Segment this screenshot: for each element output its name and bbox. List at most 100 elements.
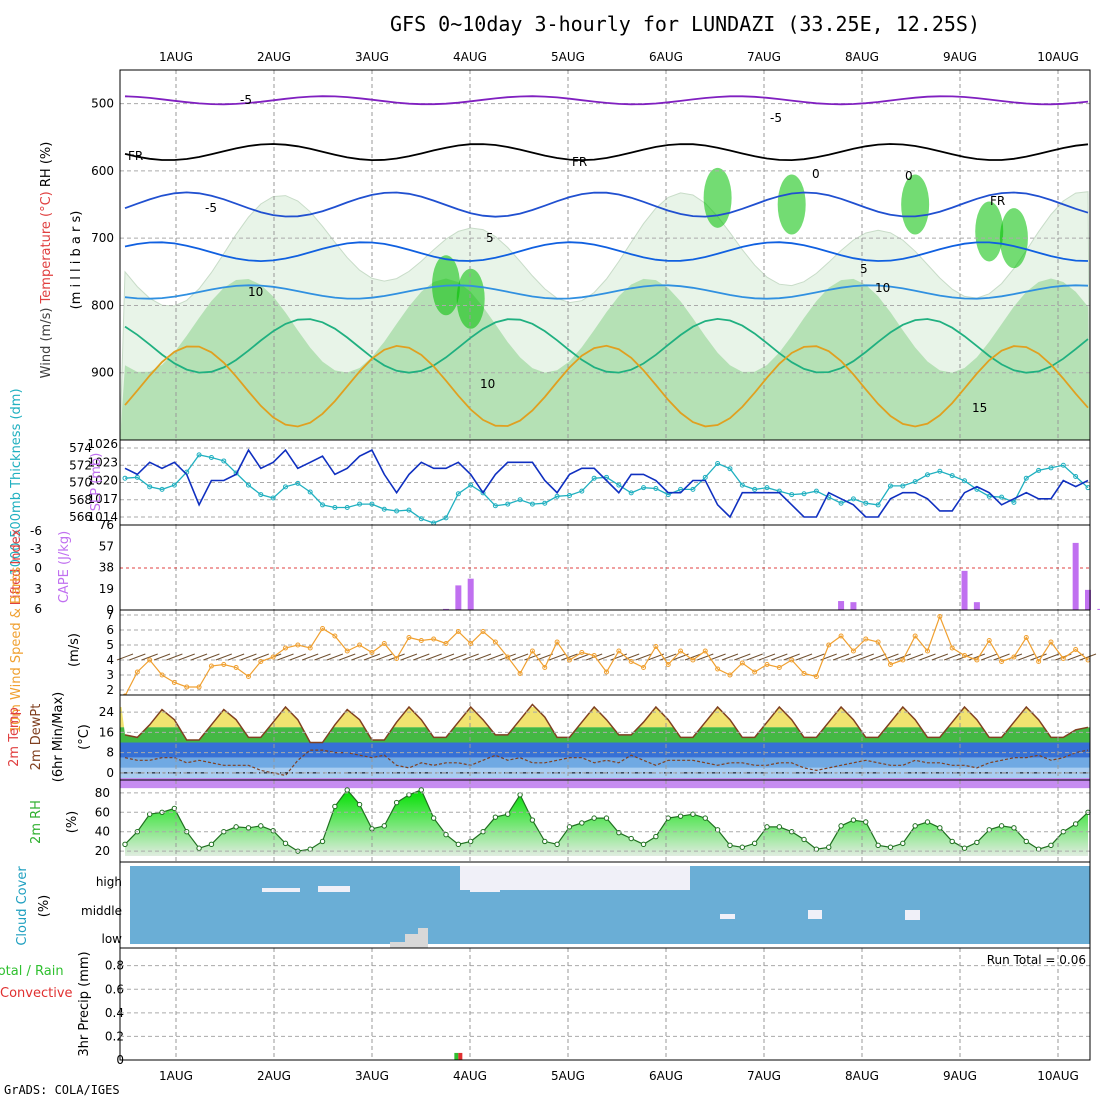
wind-barb-34 (536, 653, 553, 661)
rh-point-50 (739, 844, 746, 850)
rh-point-57 (826, 844, 832, 850)
temp-tick-1: 16 (99, 725, 114, 739)
cloud-high-block-4 (610, 866, 690, 890)
cape-bar-59 (850, 602, 857, 610)
day-label-top-0: 1AUG (159, 50, 193, 64)
day-label-bottom-0: 1AUG (159, 1069, 193, 1083)
thickness-point-70 (986, 493, 992, 499)
rh-point-25 (430, 815, 437, 821)
temp-band-3 (120, 757, 1090, 768)
thickness-point-72 (1011, 499, 1017, 505)
temp-units: (°C) (77, 724, 92, 750)
rh-point-7 (208, 841, 215, 848)
thickness-point-77 (1073, 473, 1079, 479)
wind-point-6 (196, 684, 202, 690)
day-label-bottom-2: 3AUG (355, 1069, 389, 1083)
wind-barb-54 (783, 653, 800, 661)
rh-point-55 (801, 836, 807, 843)
contour-label-8: 0 (812, 167, 820, 181)
rh-moist-cell-6 (901, 174, 930, 235)
wind-point-24 (418, 638, 424, 643)
temp-line (124, 703, 1089, 744)
precip-frame (119, 947, 1091, 1061)
wind-barb-73 (1018, 653, 1035, 661)
wind-point-23 (406, 635, 412, 640)
thickness-point-19 (357, 501, 363, 507)
wind-point-2 (147, 657, 153, 663)
rh-point-16 (319, 838, 326, 845)
thickness-ylabel: 1000-500mb Thickness (dm) (9, 388, 24, 575)
thickness-point-64 (912, 479, 918, 485)
rh-point-18 (344, 787, 350, 793)
rh-moist-cell-1 (456, 268, 485, 329)
slp-tick-0: 1026 (87, 437, 118, 451)
slp-tick-4: 1014 (87, 510, 118, 524)
rh-point-65 (924, 819, 931, 825)
contour-label-1: -5 (770, 111, 782, 125)
wind-point-46 (690, 657, 696, 663)
rh-point-72 (1011, 825, 1017, 831)
thickness-point-55 (801, 491, 807, 497)
wind-point-21 (381, 641, 387, 646)
wind-barb-8 (215, 653, 232, 661)
thickness-point-42 (641, 485, 647, 491)
wind-barb-17 (326, 653, 344, 661)
thickness-point-51 (752, 486, 758, 492)
thickness-point-23 (406, 507, 412, 513)
rh-point-34 (542, 838, 548, 845)
day-label-bottom-4: 5AUG (551, 1069, 585, 1083)
cape-bar-69 (973, 602, 980, 610)
rh-point-21 (381, 823, 387, 829)
rh-point-19 (356, 801, 363, 808)
wind-point-30 (492, 639, 498, 645)
day-label-bottom-3: 4AUG (453, 1069, 487, 1083)
wind-point-34 (542, 665, 548, 670)
rh-point-28 (467, 838, 474, 845)
thickness-point-66 (937, 468, 943, 474)
wind-point-60 (863, 636, 869, 642)
rh-point-39 (603, 815, 610, 821)
precip-ylabel: 3hr Precip (mm) (77, 951, 92, 1056)
wind-point-75 (1048, 639, 1054, 645)
wind-barb-64 (906, 653, 924, 661)
wind-point-62 (887, 662, 893, 667)
wind-barb-7 (203, 653, 220, 661)
wind-barb-21 (376, 653, 393, 661)
wind-barb-27 (450, 653, 467, 661)
thickness-tick-1: 572 (69, 458, 92, 472)
thickness-point-6 (196, 452, 202, 458)
rh-point-42 (640, 841, 647, 848)
upper-air-ylabel-part-2: RH (%) (39, 142, 54, 192)
slp-tick-1: 1023 (87, 455, 118, 469)
precip-total-label: Total / Rain (0, 964, 64, 979)
wind-point-48 (715, 666, 721, 672)
wind-barb-6 (190, 653, 208, 661)
wind-barb-46 (684, 653, 702, 661)
wind-point-50 (739, 660, 745, 666)
wind-barb-52 (758, 653, 776, 661)
wind-barb-75 (1042, 653, 1060, 661)
thickness-point-60 (863, 500, 869, 506)
wind-point-26 (443, 641, 449, 646)
thickness-point-76 (1060, 462, 1066, 468)
thickness-point-39 (604, 474, 609, 480)
wind-point-13 (283, 645, 288, 651)
wind-point-56 (813, 674, 819, 679)
wind-barb-1 (129, 653, 146, 661)
thickness-point-65 (925, 472, 930, 478)
wind-point-64 (912, 633, 918, 639)
thickness-point-20 (369, 501, 375, 507)
thickness-point-17 (332, 505, 338, 511)
wind-point-16 (320, 626, 326, 631)
day-label-top-4: 5AUG (551, 50, 585, 64)
rh-point-63 (900, 840, 906, 847)
temp-20-line (124, 344, 1089, 428)
thickness-point-16 (320, 502, 326, 508)
cloud-units: (%) (37, 895, 52, 918)
rh-point-77 (1072, 821, 1079, 827)
rh-ylabel: 2m RH (29, 800, 44, 844)
contour-label-5: -5 (205, 201, 217, 215)
wind-barb-2 (141, 653, 158, 661)
day-label-top-7: 8AUG (845, 50, 879, 64)
wind-point-59 (850, 648, 856, 654)
